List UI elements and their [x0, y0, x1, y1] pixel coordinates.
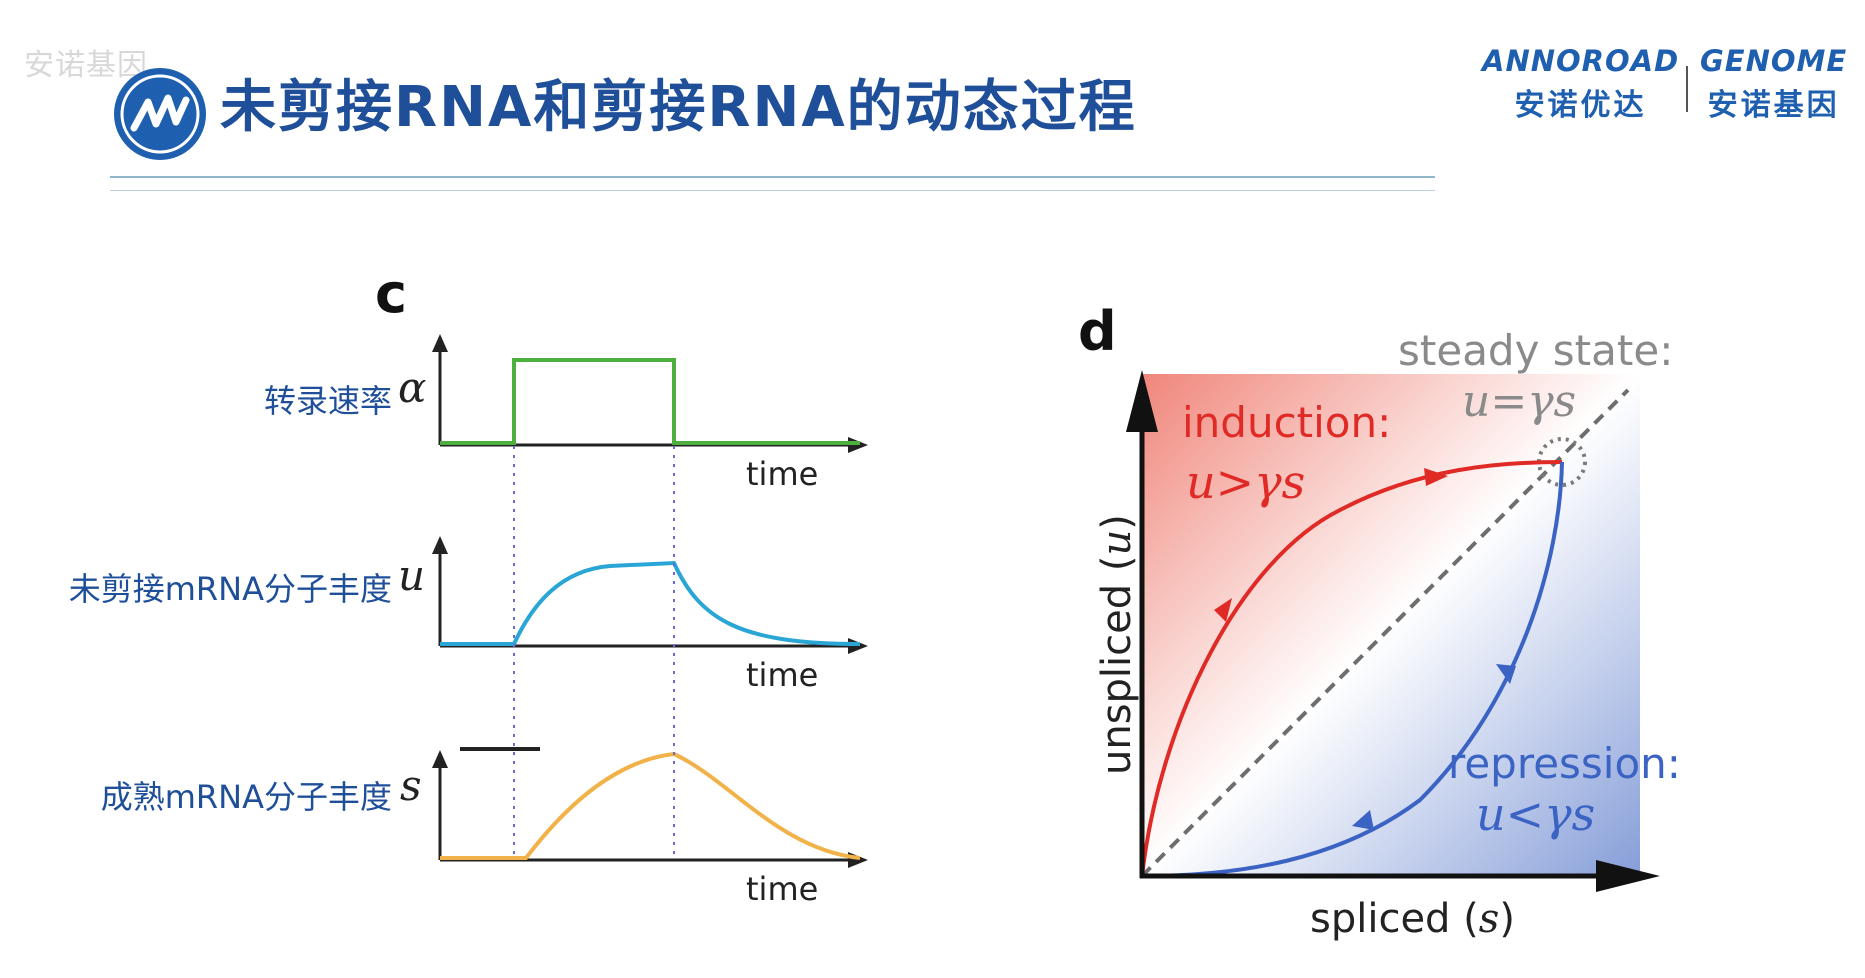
title-underline-thin — [110, 190, 1435, 191]
repression-curve — [1141, 461, 1564, 878]
x-axis-label-text: spliced ( — [1310, 896, 1479, 942]
slide-title: 未剪接RNA和剪接RNA的动态过程 — [220, 75, 1137, 140]
panel-c-row-s: 成熟mRNA分子丰度 s time — [101, 747, 868, 908]
steady-state-equation: u=γs — [1462, 376, 1576, 427]
brand-annoroad-cn: 安诺优达 — [1514, 88, 1647, 123]
brand-annoroad: ANNOROAD 安诺优达 — [1482, 44, 1679, 124]
alpha-pulse-line — [440, 358, 860, 445]
s-symbol: s — [400, 761, 422, 810]
panel-d-letter: d — [1078, 300, 1117, 363]
panel-c-row-alpha: 转录速率 α time — [264, 334, 868, 493]
brand-divider — [1686, 66, 1688, 112]
brand-genome: GENOME 安诺基因 — [1700, 44, 1847, 124]
repression-title: repression: — [1448, 739, 1681, 788]
steady-state-line — [1140, 388, 1630, 878]
repression-equation: u<γs — [1476, 787, 1595, 841]
brand-genome-en: GENOME — [1700, 44, 1848, 78]
steady-state-title: steady state: — [1398, 326, 1673, 375]
x-axis-arrow — [1596, 860, 1660, 892]
induction-arrow-1 — [1214, 598, 1232, 622]
y-axis-label-text: unspliced ( — [1094, 556, 1140, 775]
s-xlabel: time — [746, 870, 818, 908]
y-axis-arrow — [1126, 370, 1158, 432]
y-axis-label-var: u — [1094, 530, 1140, 556]
induction-title: induction: — [1182, 398, 1391, 447]
brand-genome-cn: 安诺基因 — [1707, 88, 1840, 123]
repression-arrow-1 — [1496, 664, 1516, 684]
watermark: 安诺基因 — [24, 48, 148, 83]
s-abundance-curve — [440, 751, 861, 860]
induction-curve — [1140, 460, 1563, 877]
u-xlabel: time — [746, 656, 818, 694]
repression-arrow-2 — [1352, 810, 1374, 830]
s-row-label: 成熟mRNA分子丰度 — [101, 778, 392, 816]
title-underline — [110, 176, 1435, 178]
induction-equation: u>γs — [1186, 455, 1305, 509]
y-axis-label-close: ) — [1094, 514, 1140, 530]
induction-arrow-2 — [1424, 468, 1448, 486]
alpha-row-label: 转录速率 — [264, 382, 392, 420]
x-axis-label-var: s — [1479, 896, 1500, 942]
u-symbol: u — [398, 551, 425, 600]
u-abundance-curve — [440, 560, 861, 646]
alpha-xlabel: time — [746, 455, 818, 493]
x-axis-label: spliced (s) — [1310, 896, 1515, 942]
brand-annoroad-en: ANNOROAD — [1482, 44, 1680, 78]
alpha-symbol: α — [398, 363, 426, 412]
x-axis-label-close: ) — [1499, 896, 1515, 942]
wave-logo-icon — [114, 68, 206, 160]
u-row-label: 未剪接mRNA分子丰度 — [69, 570, 392, 608]
y-axis-label: unspliced (u) — [1094, 514, 1140, 775]
steady-state-point — [1537, 437, 1587, 487]
panel-c-row-u: 未剪接mRNA分子丰度 u time — [69, 536, 868, 694]
panel-c-letter: c — [375, 262, 407, 325]
